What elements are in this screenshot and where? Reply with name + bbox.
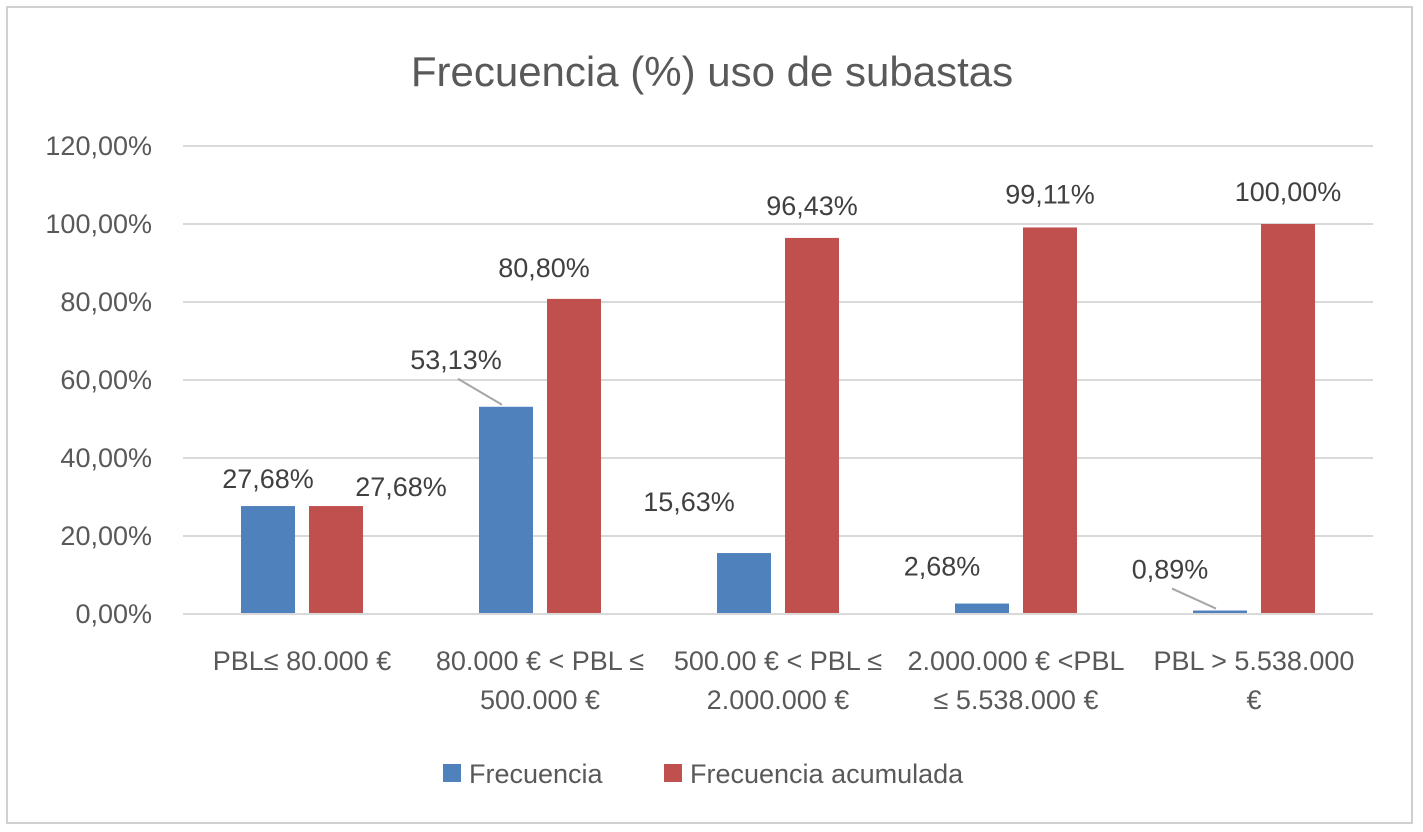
x-tick-label: PBL > 5.538.000 <box>1154 646 1355 676</box>
data-label: 96,43% <box>766 191 858 221</box>
legend-label: Frecuencia <box>469 759 604 789</box>
y-tick-label: 20,00% <box>60 521 152 551</box>
x-tick-label: 2.000.000 € <box>707 685 850 715</box>
leader-lines <box>457 377 1217 610</box>
legend-swatch <box>443 764 461 782</box>
x-tick-label: 500.000 € <box>480 685 600 715</box>
data-labels: 27,68% 53,13% 15,63% 2,68% 0,89% 27,68% 80,80%… <box>222 177 1341 585</box>
bar-frecuencia-acumulada <box>309 506 363 614</box>
x-tick-label: € <box>1246 685 1261 715</box>
x-tick-label: 2.000.000 € <PBL <box>908 646 1125 676</box>
y-tick-label: 120,00% <box>45 131 152 161</box>
data-label: 53,13% <box>410 345 502 375</box>
y-tick-label: 80,00% <box>60 287 152 317</box>
x-tick-label: PBL≤ 80.000 € <box>213 646 391 676</box>
y-tick-label: 0,00% <box>75 599 152 629</box>
bar-frecuencia <box>241 506 295 614</box>
legend-swatch <box>664 764 682 782</box>
bar-frecuencia <box>1193 610 1247 614</box>
data-label: 80,80% <box>498 253 590 283</box>
x-tick-label: 80.000 € < PBL ≤ <box>436 646 644 676</box>
data-label: 100,00% <box>1235 177 1342 207</box>
data-label: 15,63% <box>643 487 735 517</box>
x-tick-label: ≤ 5.538.000 € <box>934 685 1099 715</box>
leader-line <box>1171 587 1217 610</box>
bar-frecuencia-acumulada <box>785 237 839 614</box>
bar-frecuencia <box>479 406 533 614</box>
bar-frecuencia <box>955 603 1009 614</box>
data-label: 27,68% <box>222 464 314 494</box>
data-label: 99,11% <box>1005 179 1095 209</box>
chart-frame <box>6 6 1413 824</box>
bar-frecuencia-acumulada <box>1261 224 1315 614</box>
y-tick-label: 100,00% <box>45 209 152 239</box>
legend-label: Frecuencia acumulada <box>690 759 964 789</box>
bar-frecuencia-acumulada <box>1023 227 1077 614</box>
x-axis: PBL≤ 80.000 € 80.000 € < PBL ≤ 500.000 € 50… <box>183 613 1373 715</box>
y-tick-label: 40,00% <box>60 443 152 473</box>
leader-line <box>457 377 503 406</box>
y-tick-label: 60,00% <box>60 365 152 395</box>
chart-title: Frecuencia (%) uso de subastas <box>411 48 1013 95</box>
bar-frecuencia <box>717 553 771 614</box>
x-tick-label: 500.00 € < PBL ≤ <box>674 646 882 676</box>
data-label: 27,68% <box>355 472 447 502</box>
data-label: 0,89% <box>1132 555 1209 585</box>
bars <box>241 224 1315 614</box>
bar-frecuencia-acumulada <box>547 298 601 614</box>
legend: Frecuencia Frecuencia acumulada <box>443 759 964 789</box>
data-label: 2,68% <box>904 552 981 582</box>
y-axis: 0,00% 20,00% 40,00% 60,00% 80,00% 100,00% 120,… <box>45 131 152 629</box>
